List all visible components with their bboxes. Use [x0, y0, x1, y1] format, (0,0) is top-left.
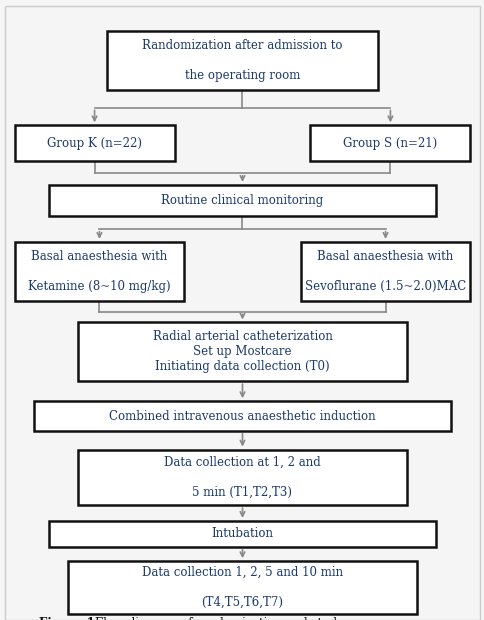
- Text: Basal anaesthesia with

Sevoflurane (1.5~2.0)MAC: Basal anaesthesia with Sevoflurane (1.5~…: [304, 250, 465, 293]
- Text: Group S (n=21): Group S (n=21): [343, 137, 437, 149]
- Text: Figure 1:: Figure 1:: [39, 617, 103, 620]
- Text: Data collection at 1, 2 and

5 min (T1,T2,T3): Data collection at 1, 2 and 5 min (T1,T2…: [164, 456, 320, 499]
- Text: Radial arterial catheterization
Set up Mostcare
Initiating data collection (T0): Radial arterial catheterization Set up M…: [152, 330, 332, 373]
- FancyBboxPatch shape: [15, 125, 174, 161]
- FancyBboxPatch shape: [15, 242, 184, 301]
- FancyBboxPatch shape: [48, 521, 436, 547]
- Text: Group K (n=22): Group K (n=22): [47, 137, 142, 149]
- FancyBboxPatch shape: [300, 242, 469, 301]
- FancyBboxPatch shape: [77, 450, 407, 505]
- FancyBboxPatch shape: [48, 185, 436, 216]
- FancyBboxPatch shape: [77, 322, 407, 381]
- FancyBboxPatch shape: [68, 561, 416, 614]
- FancyBboxPatch shape: [106, 31, 378, 90]
- Text: Intubation: Intubation: [211, 528, 273, 540]
- Text: Randomization after admission to

the operating room: Randomization after admission to the ope…: [142, 39, 342, 82]
- Text: Flow diagram of randomization and study groups.: Flow diagram of randomization and study …: [94, 617, 392, 620]
- FancyBboxPatch shape: [310, 125, 469, 161]
- Text: Combined intravenous anaesthetic induction: Combined intravenous anaesthetic inducti…: [109, 410, 375, 422]
- Text: Data collection 1, 2, 5 and 10 min

(T4,T5,T6,T7): Data collection 1, 2, 5 and 10 min (T4,T…: [142, 566, 342, 609]
- Text: Routine clinical monitoring: Routine clinical monitoring: [161, 194, 323, 206]
- FancyBboxPatch shape: [34, 401, 450, 431]
- Text: Basal anaesthesia with

Ketamine (8~10 mg/kg): Basal anaesthesia with Ketamine (8~10 mg…: [28, 250, 170, 293]
